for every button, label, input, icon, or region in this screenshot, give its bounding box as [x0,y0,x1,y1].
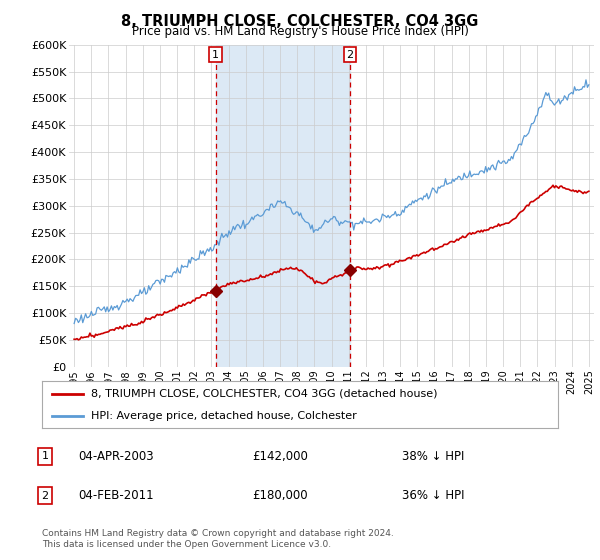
Text: 2: 2 [346,50,353,59]
Text: 04-APR-2003: 04-APR-2003 [78,450,154,463]
Text: 8, TRIUMPH CLOSE, COLCHESTER, CO4 3GG: 8, TRIUMPH CLOSE, COLCHESTER, CO4 3GG [121,14,479,29]
Text: 1: 1 [212,50,219,59]
Text: HPI: Average price, detached house, Colchester: HPI: Average price, detached house, Colc… [91,410,357,421]
Text: £142,000: £142,000 [252,450,308,463]
Text: 38% ↓ HPI: 38% ↓ HPI [402,450,464,463]
Text: 1: 1 [41,451,49,461]
Text: 04-FEB-2011: 04-FEB-2011 [78,489,154,502]
Text: Price paid vs. HM Land Registry's House Price Index (HPI): Price paid vs. HM Land Registry's House … [131,25,469,38]
Text: 2: 2 [41,491,49,501]
Text: Contains HM Land Registry data © Crown copyright and database right 2024.
This d: Contains HM Land Registry data © Crown c… [42,529,394,549]
Text: 36% ↓ HPI: 36% ↓ HPI [402,489,464,502]
Bar [215,45,350,367]
Text: 8, TRIUMPH CLOSE, COLCHESTER, CO4 3GG (detached house): 8, TRIUMPH CLOSE, COLCHESTER, CO4 3GG (d… [91,389,437,399]
Text: £180,000: £180,000 [252,489,308,502]
